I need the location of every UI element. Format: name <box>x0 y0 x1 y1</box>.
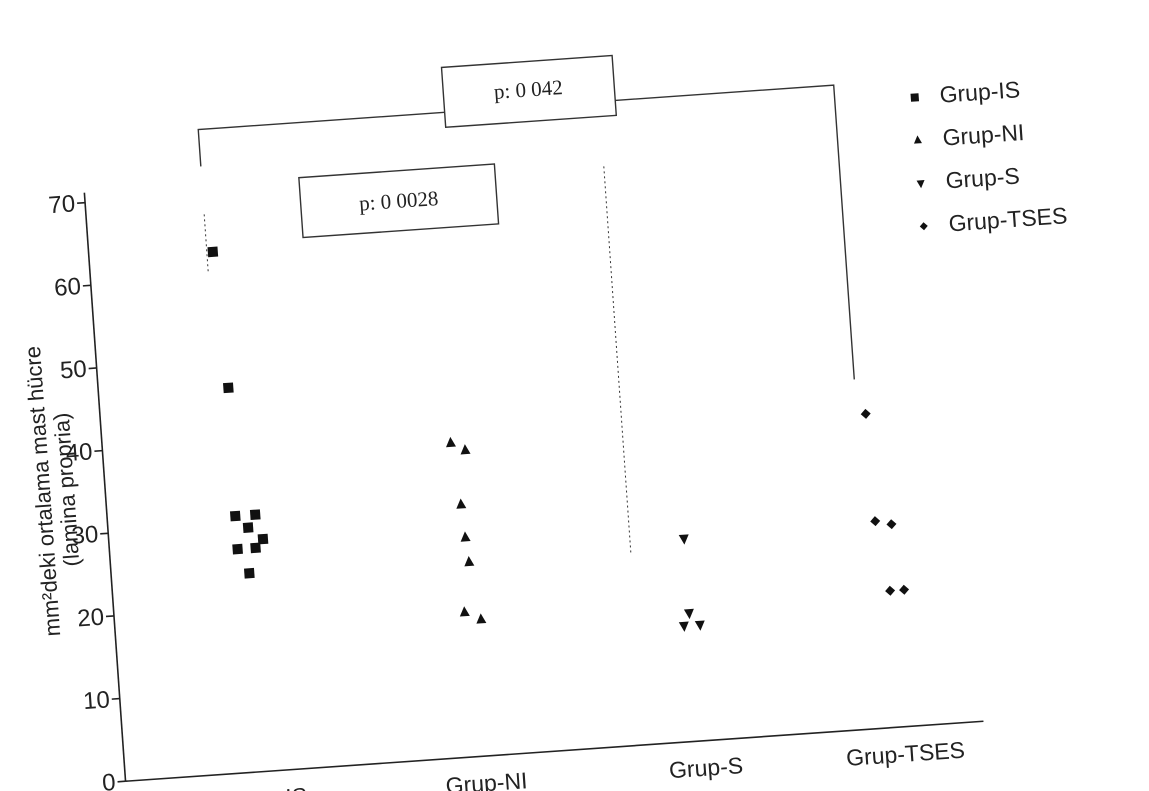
p-value-outer: p: 0 042 <box>493 75 563 104</box>
y-tick-mark <box>89 368 97 369</box>
data-point-grup-is <box>207 247 218 258</box>
data-point-grup-s <box>679 622 690 633</box>
legend-marker-grup-ni <box>913 135 922 144</box>
data-point-grup-is <box>232 544 243 555</box>
data-point-grup-ni <box>460 531 471 542</box>
y-tick-mark <box>100 533 108 534</box>
y-tick-mark <box>83 285 91 286</box>
data-point-grup-is <box>223 382 234 393</box>
data-point-grup-is <box>250 543 261 554</box>
y-tick-label: 50 <box>59 356 88 385</box>
legend-marker-grup-tses <box>919 222 928 231</box>
bracket-is-tses <box>198 85 854 424</box>
legend-marker-grup-s <box>917 180 926 189</box>
y-tick-label: 10 <box>82 686 111 715</box>
y-tick-label: 60 <box>53 273 82 302</box>
data-point-grup-tses <box>860 409 871 420</box>
legend: Grup-IS Grup-NI Grup-S Grup-TSES <box>910 74 1068 239</box>
data-point-grup-ni <box>460 444 471 455</box>
data-point-grup-s <box>684 609 695 620</box>
data-point-grup-tses <box>870 516 881 527</box>
x-category-label: Grup-NI <box>445 767 528 791</box>
bracket-s-right-dotted <box>604 166 631 555</box>
y-tick-label: 70 <box>48 190 77 219</box>
data-point-grup-tses <box>899 584 910 595</box>
legend-label-grup-is: Grup-IS <box>939 76 1021 108</box>
data-points <box>207 200 910 663</box>
y-tick-mark <box>112 699 120 700</box>
data-point-grup-ni <box>476 613 487 624</box>
y-tick-mark <box>77 203 85 204</box>
data-point-grup-is <box>244 568 255 579</box>
legend-label-grup-s: Grup-S <box>945 162 1021 193</box>
legend-label-grup-tses: Grup-TSES <box>948 202 1068 236</box>
data-point-grup-is <box>243 522 254 533</box>
data-point-grup-is <box>230 511 241 522</box>
data-point-grup-ni <box>464 556 475 567</box>
y-tick-mark <box>106 616 114 617</box>
data-point-grup-s <box>679 534 690 545</box>
legend-label-grup-ni: Grup-NI <box>942 119 1025 151</box>
y-tick-mark <box>94 451 102 452</box>
data-point-grup-s <box>695 620 706 631</box>
legend-marker-grup-is <box>910 93 919 102</box>
data-point-grup-ni <box>459 606 470 617</box>
bracket-is-left-dotted <box>204 214 208 274</box>
y-tick-mark <box>118 781 126 782</box>
data-point-grup-ni <box>445 437 456 448</box>
data-point-grup-is <box>250 509 261 520</box>
x-category-group: Grup-IS Grup-NI Grup-S Grup-TSES <box>226 737 966 791</box>
data-point-grup-ni <box>456 498 467 509</box>
y-tick-label: 0 <box>101 769 116 791</box>
x-category-label: Grup-IS <box>226 783 308 791</box>
data-point-grup-tses <box>886 519 897 530</box>
y-tick-label: 20 <box>76 604 105 633</box>
x-category-label: Grup-TSES <box>845 737 965 771</box>
x-category-label: Grup-S <box>668 752 744 783</box>
data-point-grup-tses <box>885 585 896 596</box>
